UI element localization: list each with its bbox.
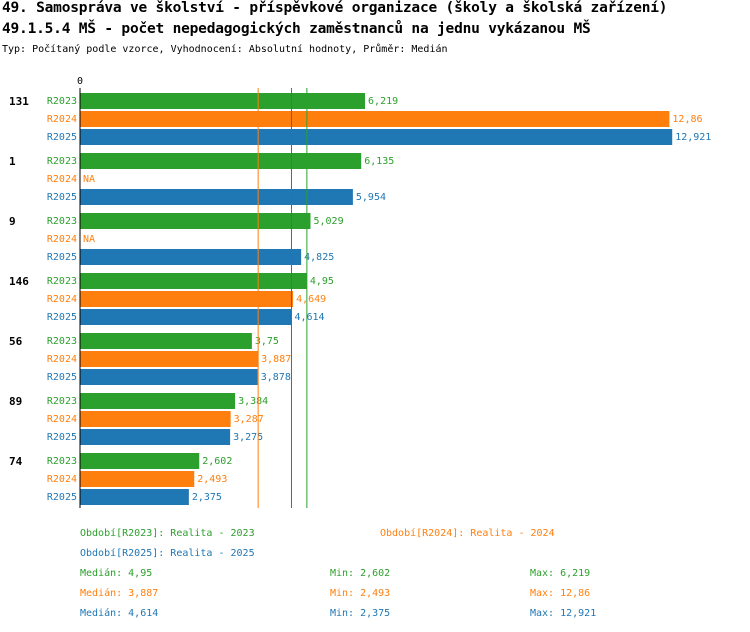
data-label-146-R2023: 4,95 (310, 276, 334, 287)
data-label-131-R2023: 6,219 (368, 96, 398, 107)
data-label-1-R2023: 6,135 (364, 156, 394, 167)
series-label-R2023: R2023 (47, 336, 77, 347)
series-label-R2023: R2023 (47, 396, 77, 407)
bar-131-R2025 (80, 129, 673, 145)
stat-median-r2025: Medián: 4,614 (80, 608, 159, 619)
bar-74-R2025 (80, 489, 189, 505)
data-label-131-R2024: 12,86 (672, 114, 702, 125)
bar-131-R2023 (80, 93, 366, 109)
data-label-89-R2023: 3,384 (238, 396, 268, 407)
data-label-56-R2024: 3,887 (261, 354, 291, 365)
bar-146-R2025 (80, 309, 292, 325)
series-label-R2023: R2023 (47, 156, 77, 167)
data-label-56-R2023: 3,75 (255, 336, 279, 347)
bar-56-R2024 (80, 351, 259, 367)
series-label-R2023: R2023 (47, 96, 77, 107)
group-label-56: 56 (9, 335, 23, 348)
series-label-R2025: R2025 (47, 132, 77, 143)
bar-131-R2024 (80, 111, 670, 127)
group-label-146: 146 (9, 275, 29, 288)
data-label-9-R2024: NA (83, 234, 95, 245)
series-label-R2025: R2025 (47, 192, 77, 203)
bar-1-R2025 (80, 189, 353, 205)
stat-min-r2025: Min: 2,375 (330, 608, 391, 619)
axis-zero-label: 0 (77, 76, 83, 87)
series-label-R2025: R2025 (47, 372, 77, 383)
bar-89-R2024 (80, 411, 231, 427)
data-label-146-R2024: 4,649 (296, 294, 326, 305)
data-label-146-R2025: 4,614 (294, 312, 324, 323)
stat-max-r2023: Max: 6,219 (530, 568, 591, 579)
data-label-56-R2025: 3,878 (261, 372, 291, 383)
bar-9-R2023 (80, 213, 311, 229)
series-label-R2025: R2025 (47, 492, 77, 503)
series-label-R2024: R2024 (47, 294, 77, 305)
bar-146-R2024 (80, 291, 294, 307)
bar-9-R2025 (80, 249, 302, 265)
data-label-9-R2025: 4,825 (304, 252, 334, 263)
series-label-R2024: R2024 (47, 414, 77, 425)
bar-146-R2023 (80, 273, 307, 289)
data-label-1-R2025: 5,954 (356, 192, 386, 203)
stat-median-r2023: Medián: 4,95 (80, 568, 153, 579)
data-label-74-R2024: 2,493 (197, 474, 227, 485)
series-label-R2024: R2024 (47, 234, 77, 245)
bar-89-R2025 (80, 429, 231, 445)
data-label-1-R2024: NA (83, 174, 95, 185)
series-label-R2024: R2024 (47, 174, 77, 185)
series-label-R2023: R2023 (47, 276, 77, 287)
series-label-R2023: R2023 (47, 216, 77, 227)
series-label-R2024: R2024 (47, 114, 77, 125)
stat-min-r2023: Min: 2,602 (330, 568, 391, 579)
series-label-R2024: R2024 (47, 354, 77, 365)
series-label-R2024: R2024 (47, 474, 77, 485)
legend-r2023: Období[R2023]: Realita - 2023 (80, 528, 255, 539)
chart-subtitle: 49.1.5.4 MŠ - počet nepedagogických zamě… (2, 21, 591, 37)
stat-min-r2024: Min: 2,493 (330, 588, 391, 599)
stat-max-r2025: Max: 12,921 (530, 608, 597, 619)
group-label-9: 9 (9, 215, 16, 228)
data-label-74-R2023: 2,602 (202, 456, 232, 467)
group-label-74: 74 (9, 455, 23, 468)
data-label-89-R2025: 3,275 (233, 432, 263, 443)
bar-56-R2025 (80, 369, 258, 385)
bar-89-R2023 (80, 393, 236, 409)
bar-56-R2023 (80, 333, 252, 349)
data-label-131-R2025: 12,921 (675, 132, 711, 143)
chart-type-info: Typ: Počítaný podle vzorce, Vyhodnocení:… (2, 44, 448, 55)
series-label-R2025: R2025 (47, 312, 77, 323)
legend-r2024: Období[R2024]: Realita - 2024 (380, 528, 555, 539)
bar-74-R2024 (80, 471, 195, 487)
group-label-1: 1 (9, 155, 16, 168)
series-label-R2023: R2023 (47, 456, 77, 467)
chart-title: 49. Samospráva ve školství - příspěvkové… (2, 0, 668, 16)
data-label-74-R2025: 2,375 (192, 492, 222, 503)
data-label-89-R2024: 3,287 (234, 414, 264, 425)
group-label-89: 89 (9, 395, 22, 408)
series-label-R2025: R2025 (47, 432, 77, 443)
stat-max-r2024: Max: 12,86 (530, 588, 591, 599)
data-label-9-R2023: 5,029 (313, 216, 343, 227)
legend-r2025: Období[R2025]: Realita - 2025 (80, 548, 255, 559)
series-label-R2025: R2025 (47, 252, 77, 263)
group-label-131: 131 (9, 95, 29, 108)
bar-74-R2023 (80, 453, 200, 469)
bar-1-R2023 (80, 153, 362, 169)
stat-median-r2024: Medián: 3,887 (80, 588, 159, 599)
